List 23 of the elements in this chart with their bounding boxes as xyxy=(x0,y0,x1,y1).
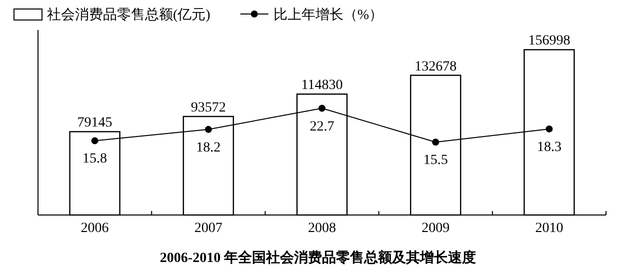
data-label: 18.2 xyxy=(196,140,221,156)
data-label: 15.8 xyxy=(82,152,108,167)
x-tick-label: 2006 xyxy=(80,221,109,236)
data-label: 18.3 xyxy=(536,140,562,155)
point xyxy=(546,125,553,132)
point xyxy=(91,137,98,144)
data-label: 22.7 xyxy=(310,119,334,134)
point xyxy=(204,126,212,133)
legend-label: 比上年增长（%） xyxy=(273,7,383,23)
text: 2006-2010 年全国社会消费品零售总额及其增长速度 xyxy=(160,249,476,266)
x-tick-label: 2009 xyxy=(422,221,450,236)
data-label: 132678 xyxy=(414,59,457,74)
x-tick-label: 2010 xyxy=(535,221,564,236)
point xyxy=(318,104,326,112)
data-label: 93572 xyxy=(190,100,226,116)
data-label: 156998 xyxy=(528,34,570,49)
legend-label: 社会消费品零售总额(亿元) xyxy=(47,7,211,23)
x-tick-label: 2008 xyxy=(308,221,336,236)
point xyxy=(432,138,440,146)
data-label: 114830 xyxy=(301,78,343,94)
data-label: 15.5 xyxy=(423,153,448,168)
data-label: 79145 xyxy=(77,116,112,131)
x-tick-label: 2007 xyxy=(194,221,222,236)
